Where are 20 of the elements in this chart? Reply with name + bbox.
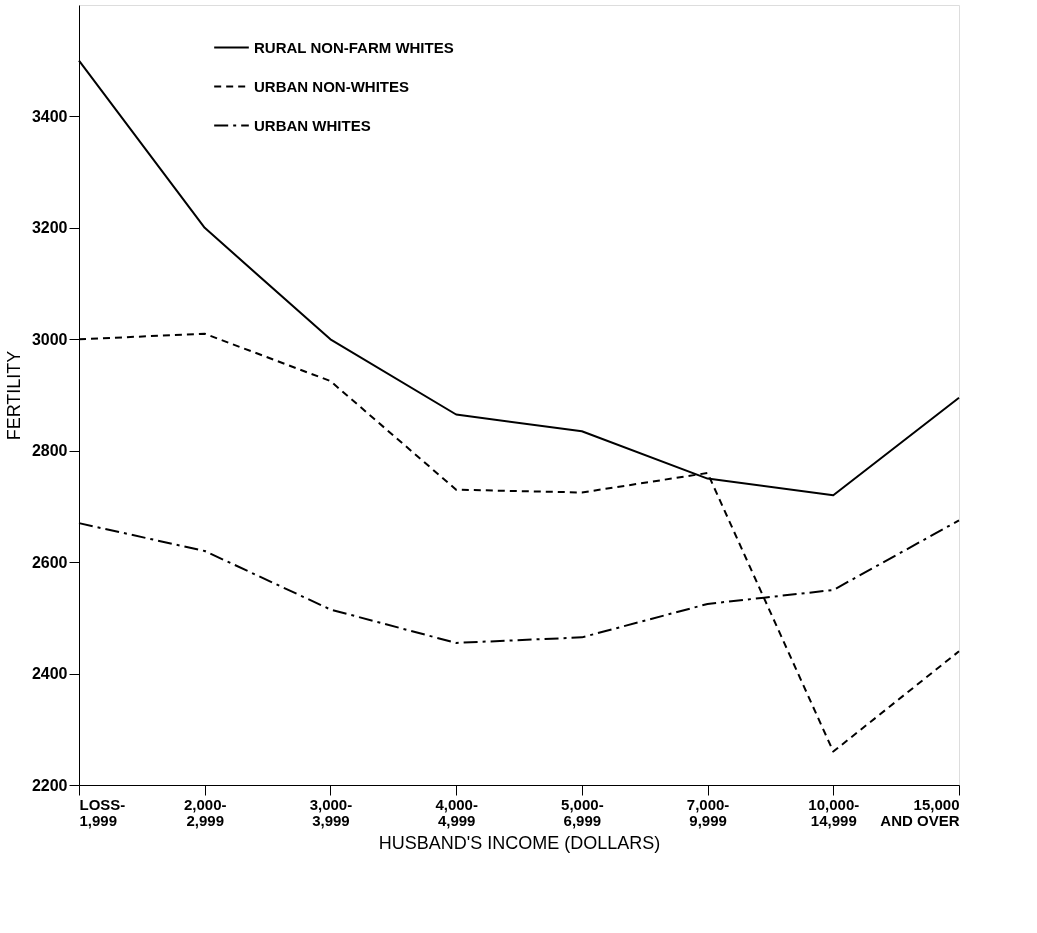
y-tick-label: 2200 [31,776,68,794]
y-tick-label: 3200 [31,219,68,237]
y-axis-title: FERTILITY [3,350,24,441]
x-tick-label: 7,000- 9,999 [686,795,730,829]
legend-label: RURAL NON-FARM WHITES [254,38,454,56]
x-tick-label: LOSS- 1,999 [79,795,126,829]
x-tick-label: 10,000- 14,999 [808,795,860,829]
x-tick-label: 2,000- 2,999 [183,795,227,829]
legend-label: URBAN NON-WHITES [254,77,409,95]
x-tick-label: 3,000- 3,999 [309,795,353,829]
x-axis-title: HUSBAND'S INCOME (DOLLARS) [378,832,661,853]
x-tick-label: 15,000 AND OVER [880,795,960,829]
x-tick-label: 5,000- 6,999 [561,795,604,829]
legend-label: URBAN WHITES [254,116,371,134]
y-tick-label: 3400 [31,107,68,125]
y-tick-label: 2800 [31,442,68,460]
y-tick-label: 3000 [31,330,68,348]
y-tick-label: 2600 [31,553,68,571]
x-tick-label: 4,000- 4,999 [435,795,478,829]
y-tick-label: 2400 [31,665,68,683]
